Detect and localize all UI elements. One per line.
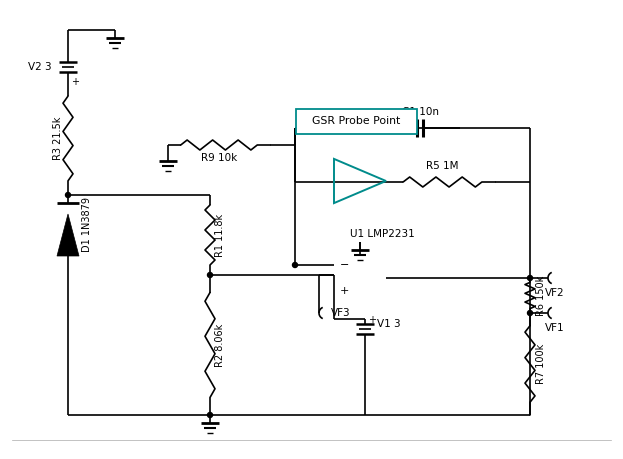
Text: R6 150k: R6 150k (536, 275, 546, 316)
Text: V2 3: V2 3 (29, 62, 52, 72)
Text: R3 21.5k: R3 21.5k (53, 117, 63, 160)
Text: R5 1M: R5 1M (426, 161, 459, 171)
Text: R2 8.06k: R2 8.06k (215, 324, 225, 367)
Circle shape (528, 275, 533, 280)
Text: VF1: VF1 (545, 323, 564, 333)
Text: −: − (340, 260, 350, 270)
Text: R7 100k: R7 100k (536, 344, 546, 384)
Text: +: + (368, 315, 376, 325)
Text: +: + (340, 286, 350, 296)
Text: D1 1N3879: D1 1N3879 (82, 196, 92, 252)
Text: R9 10k: R9 10k (201, 153, 237, 163)
Circle shape (293, 263, 298, 268)
Text: VF2: VF2 (545, 288, 564, 298)
Text: C1 10n: C1 10n (401, 107, 439, 117)
Text: VF3: VF3 (331, 308, 351, 318)
Circle shape (528, 310, 533, 315)
Text: GSR Probe Point: GSR Probe Point (312, 116, 400, 126)
Text: R1 11.8k: R1 11.8k (215, 213, 225, 257)
FancyBboxPatch shape (295, 108, 417, 134)
Text: U1 LMP2231: U1 LMP2231 (350, 229, 415, 239)
Circle shape (65, 192, 70, 197)
Polygon shape (57, 214, 79, 256)
Text: +: + (71, 77, 79, 87)
Circle shape (207, 273, 212, 278)
Text: V1 3: V1 3 (377, 319, 401, 329)
Circle shape (207, 413, 212, 418)
